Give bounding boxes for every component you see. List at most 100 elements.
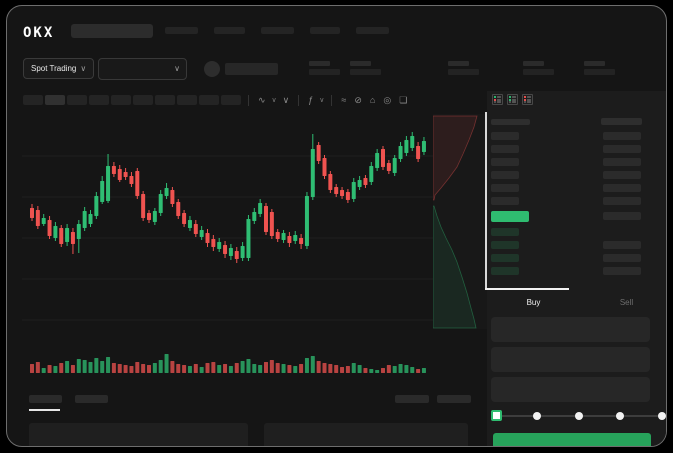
trade-tabs: Buy Sell — [487, 290, 666, 314]
bottom-tab-placeholder[interactable] — [75, 395, 108, 403]
volume-bar — [310, 356, 315, 373]
volume-bar — [111, 363, 116, 373]
volume-bar — [176, 364, 181, 373]
candle-body — [392, 158, 397, 173]
candle-body — [275, 232, 280, 239]
slider-dot[interactable] — [532, 412, 541, 420]
bottom-action-placeholder[interactable] — [395, 395, 429, 403]
nav-item-placeholder[interactable] — [261, 27, 294, 34]
nav-item-placeholder[interactable] — [310, 27, 340, 34]
icon-row — [494, 96, 501, 98]
last-price-indicator[interactable] — [491, 211, 529, 222]
timeframe-button[interactable] — [155, 95, 175, 105]
volume-bar — [199, 367, 204, 373]
bottom-action-placeholder[interactable] — [437, 395, 471, 403]
order-form-field[interactable] — [491, 377, 650, 402]
timeframe-button[interactable] — [45, 95, 65, 105]
candle-body — [299, 238, 304, 244]
volume-bar — [228, 366, 233, 373]
ask-row-price[interactable] — [491, 132, 519, 140]
settings-icon[interactable]: ◎ — [383, 94, 392, 105]
volume-bar — [264, 362, 268, 373]
ask-row-size[interactable] — [603, 184, 641, 192]
volume-bar — [141, 364, 146, 373]
brush-icon[interactable]: ⊘ — [354, 94, 362, 105]
candle-body — [223, 245, 228, 254]
bid-row-size[interactable] — [603, 254, 641, 262]
nav-item-placeholder[interactable] — [214, 27, 245, 34]
bid-row-size[interactable] — [603, 241, 641, 249]
ask-row-size[interactable] — [603, 171, 641, 179]
timeframe-button[interactable] — [89, 95, 109, 105]
orderbook-view-toggles — [492, 94, 533, 105]
tab-buy[interactable]: Buy — [526, 298, 541, 307]
ask-row-size[interactable] — [603, 145, 641, 153]
candle-body — [82, 211, 87, 228]
bottom-tab-placeholder[interactable] — [29, 395, 62, 403]
search-input[interactable] — [71, 24, 153, 38]
bid-row-price[interactable] — [491, 241, 519, 249]
ask-row-size[interactable] — [603, 158, 641, 166]
slider-dot[interactable] — [658, 412, 666, 420]
timeframe-button[interactable] — [221, 95, 241, 105]
candle-body — [41, 218, 46, 224]
slider-dot[interactable] — [616, 412, 625, 420]
icon-line — [497, 101, 501, 103]
bid-row-size[interactable] — [603, 267, 641, 275]
book-asks-icon[interactable] — [522, 94, 533, 105]
bid-row-price[interactable] — [491, 267, 519, 275]
timeframe-button[interactable] — [23, 95, 43, 105]
icon-line — [527, 96, 531, 98]
nav-item-placeholder[interactable] — [165, 27, 198, 34]
candle-body — [381, 149, 385, 167]
candle-body — [211, 239, 216, 247]
ask-row-price[interactable] — [491, 171, 519, 179]
interval-more-icon[interactable]: ∨ — [282, 94, 290, 105]
active-tab-underline — [485, 288, 569, 290]
bid-row-price[interactable] — [491, 228, 519, 236]
spot-trading-dropdown[interactable]: Spot Trading ∨ — [23, 58, 95, 79]
candle-style-icon[interactable]: ∿ — [258, 94, 266, 105]
ask-row-price[interactable] — [491, 197, 519, 205]
timeframe-button[interactable] — [67, 95, 87, 105]
ask-row-size[interactable] — [603, 132, 641, 140]
icon-line — [512, 98, 516, 101]
camera-icon[interactable]: ⌂ — [369, 94, 376, 105]
stat-label-placeholder — [584, 61, 605, 66]
candle-body — [240, 246, 245, 258]
indicator-icon[interactable]: ƒ — [308, 94, 314, 105]
candle-body — [199, 230, 204, 237]
volume-bar — [351, 363, 356, 373]
pair-selector-dropdown[interactable]: ∨ — [98, 58, 187, 80]
depth-bids-area — [432, 205, 477, 329]
volume-bar — [404, 365, 409, 373]
volume-bar — [322, 363, 327, 373]
icon-row — [509, 96, 516, 98]
nav-item-placeholder[interactable] — [356, 27, 389, 34]
buy-button[interactable] — [493, 433, 651, 446]
volume-bar — [76, 359, 81, 373]
bid-row-price[interactable] — [491, 254, 519, 262]
timeframe-button[interactable] — [177, 95, 197, 105]
ask-row-size[interactable] — [603, 197, 641, 205]
timeframe-button[interactable] — [111, 95, 131, 105]
volume-bar — [421, 368, 426, 373]
depth-chart[interactable] — [432, 114, 488, 329]
slider-handle[interactable] — [491, 410, 502, 421]
timeframe-button[interactable] — [199, 95, 219, 105]
volume-bar — [316, 361, 321, 373]
ask-row-price[interactable] — [491, 158, 519, 166]
order-form-field[interactable] — [491, 347, 650, 372]
tab-sell[interactable]: Sell — [619, 298, 634, 307]
book-bids-icon[interactable] — [507, 94, 518, 105]
book-combined-icon[interactable] — [492, 94, 503, 105]
slider-dot[interactable] — [574, 412, 583, 420]
ask-row-price[interactable] — [491, 145, 519, 153]
volume-bar — [187, 366, 192, 373]
timeframe-button[interactable] — [133, 95, 153, 105]
ask-row-price[interactable] — [491, 184, 519, 192]
order-form-field[interactable] — [491, 317, 650, 342]
fullscreen-icon[interactable]: ❏ — [399, 94, 408, 105]
line-tool-icon[interactable]: ≈ — [341, 94, 347, 105]
candlestick-chart[interactable] — [22, 106, 485, 396]
